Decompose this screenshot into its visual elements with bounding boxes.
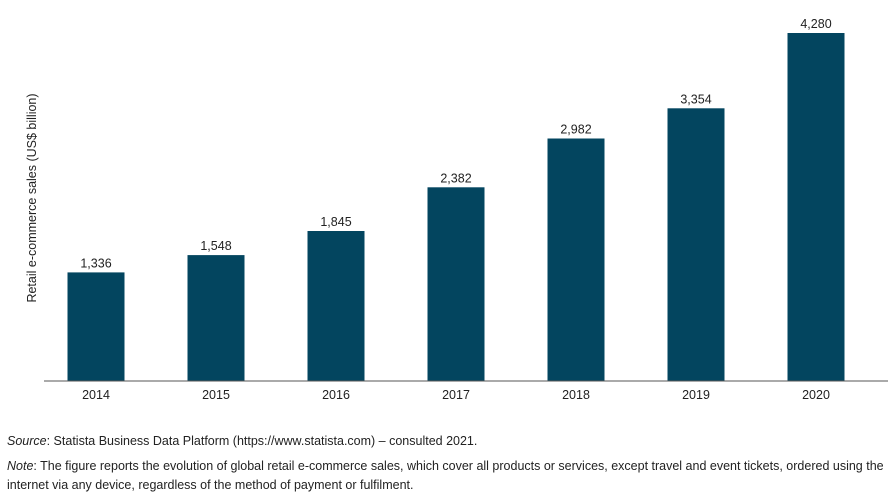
note-text: : The figure reports the evolution of gl… xyxy=(7,459,884,492)
x-tick-label-2019: 2019 xyxy=(682,388,710,402)
source-note: Source: Statista Business Data Platform … xyxy=(7,432,887,451)
bar-2015 xyxy=(187,255,245,381)
bar-2018 xyxy=(547,138,605,381)
bar-2016 xyxy=(307,231,365,381)
note-label: Note xyxy=(7,459,34,473)
value-labels: 1,336 1,548 1,845 2,382 2,982 3,354 4,280 xyxy=(80,17,831,270)
x-tick-label-2018: 2018 xyxy=(562,388,590,402)
source-text: : Statista Business Data Platform (https… xyxy=(46,434,478,448)
value-label-2014: 1,336 xyxy=(80,256,111,270)
bar-2017 xyxy=(427,187,485,381)
x-tick-label-2016: 2016 xyxy=(322,388,350,402)
y-axis-label: Retail e-commerce sales (US$ billion) xyxy=(25,93,39,302)
value-label-2019: 3,354 xyxy=(680,92,711,106)
source-label: Source xyxy=(7,434,47,448)
note: Note: The figure reports the evolution o… xyxy=(7,457,887,495)
value-label-2017: 2,382 xyxy=(440,171,471,185)
x-tick-label-2020: 2020 xyxy=(802,388,830,402)
x-tick-label-2014: 2014 xyxy=(82,388,110,402)
bar-2014 xyxy=(67,272,125,381)
bar-2020 xyxy=(787,33,845,381)
x-axis-ticks: 2014 2015 2016 2017 2018 2019 2020 xyxy=(82,388,830,402)
value-label-2015: 1,548 xyxy=(200,239,231,253)
bars xyxy=(67,33,845,382)
value-label-2016: 1,845 xyxy=(320,215,351,229)
bar-chart: Retail e-commerce sales (US$ billion) 1,… xyxy=(25,17,888,402)
bar-2019 xyxy=(667,108,725,382)
value-label-2018: 2,982 xyxy=(560,123,591,137)
x-tick-label-2015: 2015 xyxy=(202,388,230,402)
x-tick-label-2017: 2017 xyxy=(442,388,470,402)
value-label-2020: 4,280 xyxy=(800,17,831,31)
